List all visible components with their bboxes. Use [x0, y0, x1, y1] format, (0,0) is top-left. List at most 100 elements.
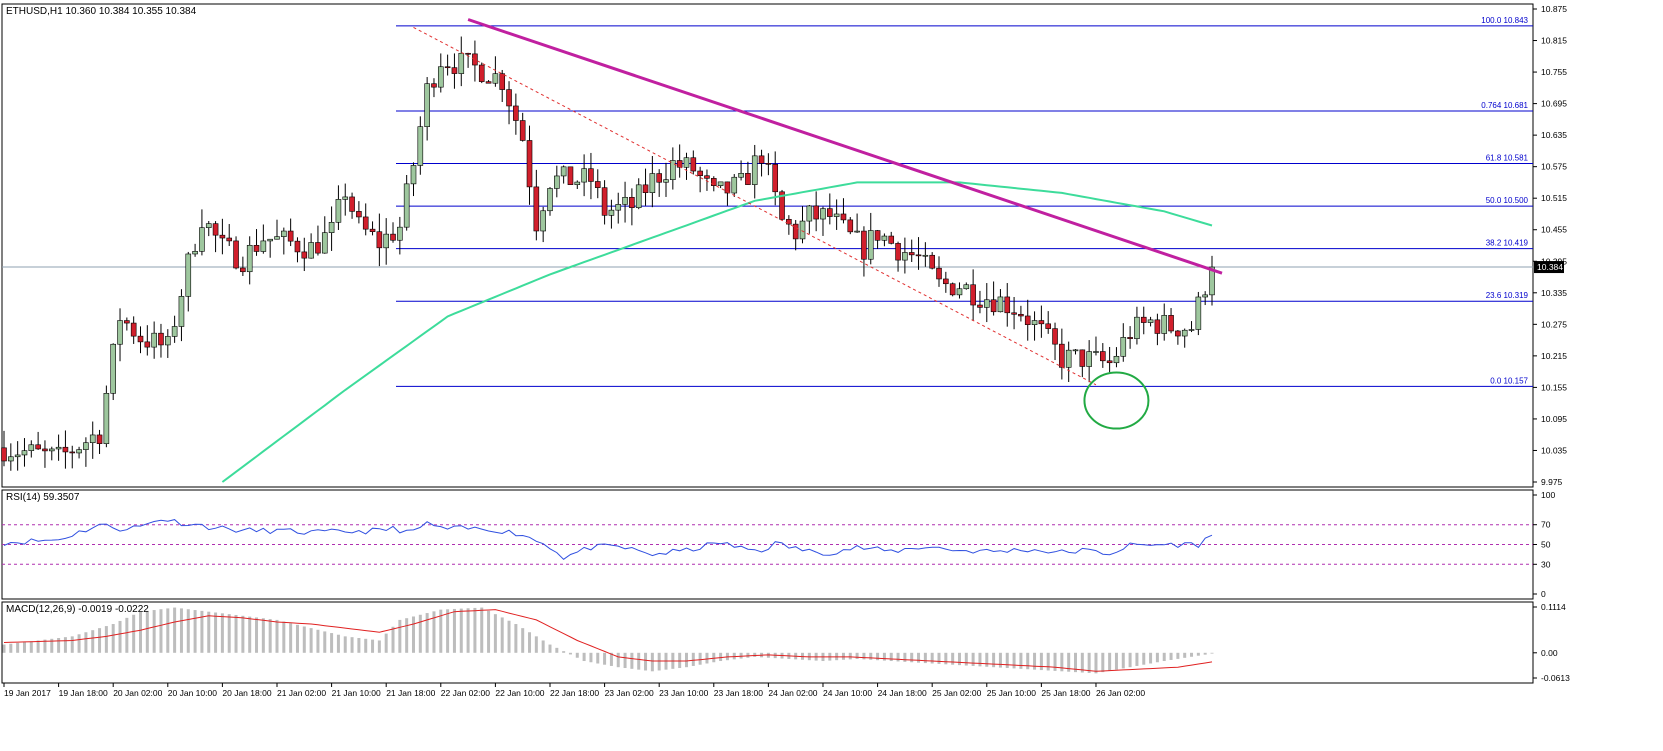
- candle-bearish[interactable]: [301, 251, 308, 259]
- candle-bearish[interactable]: [369, 228, 376, 232]
- candle-bearish[interactable]: [226, 237, 233, 242]
- candle-bullish[interactable]: [833, 213, 840, 217]
- candle-bullish[interactable]: [83, 442, 89, 450]
- candle-bearish[interactable]: [465, 52, 471, 55]
- candle-bullish[interactable]: [560, 166, 567, 177]
- candle-bearish[interactable]: [710, 178, 717, 186]
- candle-bearish[interactable]: [970, 284, 976, 306]
- candle-bearish[interactable]: [253, 244, 260, 252]
- candle-bullish[interactable]: [151, 332, 157, 348]
- candle-bearish[interactable]: [1154, 319, 1161, 334]
- candle-bullish[interactable]: [192, 251, 198, 255]
- candle-bullish[interactable]: [437, 66, 444, 88]
- candle-bullish[interactable]: [1161, 315, 1168, 334]
- candle-bullish[interactable]: [1031, 320, 1038, 325]
- candle-bearish[interactable]: [1106, 360, 1113, 364]
- candle-bullish[interactable]: [274, 236, 280, 240]
- candle-bullish[interactable]: [110, 343, 116, 394]
- candle-bearish[interactable]: [1052, 328, 1058, 345]
- candle-bullish[interactable]: [308, 242, 314, 259]
- candle-bearish[interactable]: [758, 155, 765, 164]
- candle-bullish[interactable]: [410, 165, 417, 185]
- candle-bearish[interactable]: [1038, 320, 1045, 325]
- candle-bullish[interactable]: [403, 183, 410, 228]
- candle-bullish[interactable]: [8, 456, 14, 462]
- candle-bullish[interactable]: [267, 238, 273, 242]
- candle-bullish[interactable]: [820, 208, 826, 220]
- candle-bearish[interactable]: [137, 335, 144, 343]
- candle-bearish[interactable]: [144, 341, 151, 348]
- candle-bearish[interactable]: [356, 211, 362, 218]
- candle-bearish[interactable]: [936, 267, 942, 280]
- candle-bearish[interactable]: [1045, 323, 1052, 329]
- candle-bullish[interactable]: [615, 204, 622, 211]
- candle-bearish[interactable]: [895, 243, 901, 261]
- candle-bullish[interactable]: [458, 52, 465, 74]
- candle-bearish[interactable]: [567, 166, 574, 185]
- candle-bearish[interactable]: [506, 89, 512, 107]
- candle-bearish[interactable]: [1127, 337, 1133, 339]
- candle-bullish[interactable]: [670, 160, 676, 180]
- candle-bearish[interactable]: [915, 254, 922, 257]
- candle-bearish[interactable]: [1, 447, 7, 462]
- candle-bearish[interactable]: [697, 170, 703, 177]
- candle-bearish[interactable]: [1168, 315, 1174, 332]
- candle-bullish[interactable]: [1202, 294, 1208, 298]
- candle-bullish[interactable]: [881, 235, 888, 241]
- candle-bearish[interactable]: [485, 81, 492, 84]
- candle-bearish[interactable]: [431, 83, 437, 88]
- candle-bullish[interactable]: [574, 181, 581, 185]
- candle-bullish[interactable]: [55, 446, 62, 450]
- candle-bearish[interactable]: [813, 205, 819, 220]
- candle-bearish[interactable]: [513, 105, 519, 121]
- candle-bullish[interactable]: [547, 188, 553, 212]
- candle-bearish[interactable]: [779, 191, 785, 220]
- candle-bullish[interactable]: [717, 181, 724, 186]
- candle-bearish[interactable]: [1011, 312, 1017, 315]
- candle-bearish[interactable]: [478, 64, 485, 82]
- candle-bullish[interactable]: [902, 252, 908, 261]
- candle-bearish[interactable]: [745, 173, 751, 185]
- candle-bearish[interactable]: [1004, 296, 1011, 314]
- candle-bullish[interactable]: [1093, 351, 1099, 353]
- candle-bearish[interactable]: [376, 231, 383, 249]
- candle-bullish[interactable]: [28, 444, 35, 451]
- candle-bearish[interactable]: [96, 434, 103, 444]
- candle-bearish[interactable]: [315, 242, 321, 254]
- candle-bearish[interactable]: [219, 234, 226, 239]
- candle-bullish[interactable]: [321, 232, 328, 254]
- candle-bullish[interactable]: [983, 299, 990, 308]
- candle-bullish[interactable]: [417, 126, 424, 166]
- candle-bearish[interactable]: [526, 140, 533, 188]
- candle-bearish[interactable]: [943, 278, 949, 285]
- price-panel[interactable]: 100.0 10.843 0.764 10.681 61.8 10.581 50.0 …: [1, 16, 1534, 483]
- candle-bearish[interactable]: [287, 230, 294, 242]
- candle-bearish[interactable]: [908, 252, 915, 256]
- candle-bullish[interactable]: [21, 450, 28, 456]
- candle-bearish[interactable]: [629, 196, 635, 209]
- candle-bearish[interactable]: [642, 184, 649, 193]
- candle-bearish[interactable]: [949, 283, 956, 296]
- bearish-trendline[interactable]: [467, 18, 1223, 275]
- candle-bearish[interactable]: [1018, 313, 1024, 317]
- candle-bullish[interactable]: [854, 230, 860, 233]
- candle-bullish[interactable]: [171, 326, 178, 337]
- candle-bearish[interactable]: [724, 181, 731, 194]
- candle-bullish[interactable]: [731, 176, 738, 194]
- candle-bullish[interactable]: [635, 184, 642, 209]
- candle-bullish[interactable]: [1147, 319, 1154, 323]
- candle-bearish[interactable]: [929, 254, 935, 269]
- candle-bullish[interactable]: [1209, 266, 1215, 296]
- candle-bearish[interactable]: [1079, 349, 1086, 367]
- candle-bearish[interactable]: [499, 73, 506, 90]
- candle-bullish[interactable]: [1113, 355, 1120, 364]
- candle-bearish[interactable]: [840, 213, 847, 221]
- candle-bullish[interactable]: [738, 173, 744, 178]
- candle-bullish[interactable]: [554, 175, 560, 189]
- candle-bearish[interactable]: [35, 444, 41, 450]
- candle-bearish[interactable]: [472, 53, 478, 66]
- candle-bearish[interactable]: [874, 230, 881, 241]
- candle-bearish[interactable]: [888, 235, 895, 244]
- candle-bearish[interactable]: [212, 223, 219, 236]
- candle-bearish[interactable]: [62, 446, 69, 453]
